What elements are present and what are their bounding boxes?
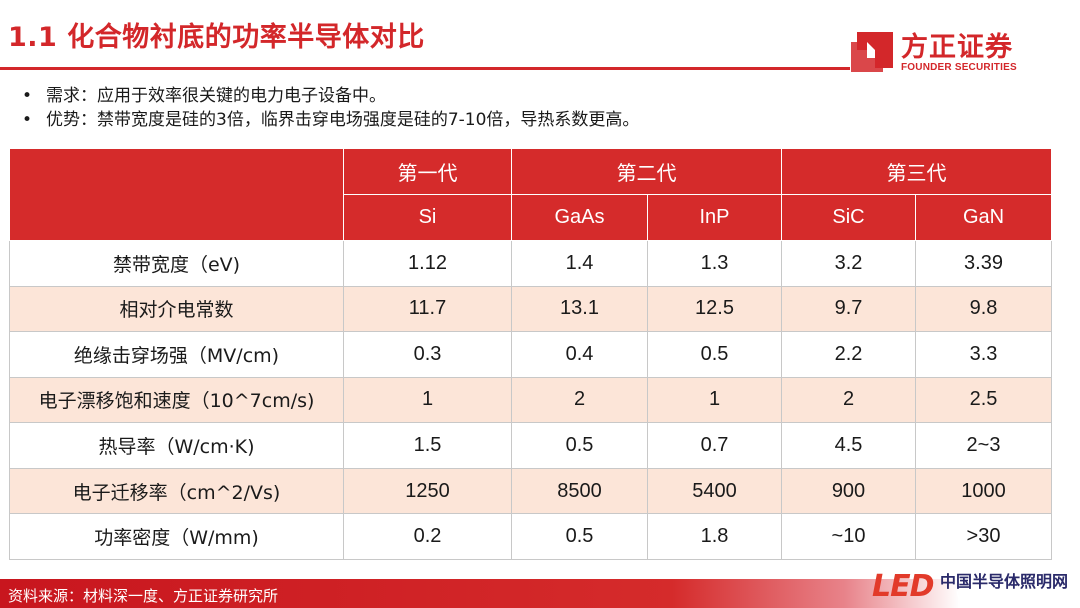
bullet-text: 优势：禁带宽度是硅的3倍，临界击穿电场强度是硅的7-10倍，导热系数更高。 bbox=[46, 110, 640, 130]
led-logo: LED bbox=[872, 569, 935, 604]
table-cell: 1250 bbox=[343, 467, 512, 515]
table-cell: >30 bbox=[915, 513, 1052, 560]
watermark: LED 中国半导体照明网 www.china-led.net bbox=[872, 567, 1080, 608]
bullet-text: 需求：应用于效率很关键的电力电子设备中。 bbox=[46, 86, 386, 106]
table-cell: 1.3 bbox=[647, 240, 782, 287]
generation-header-2: 第二代 bbox=[511, 148, 782, 195]
title-divider bbox=[0, 67, 850, 70]
watermark-site-name: 中国半导体照明网 bbox=[940, 572, 1069, 591]
material-header-inp: InP bbox=[647, 194, 782, 241]
table-cell: 0.4 bbox=[511, 331, 648, 378]
table-cell: 0.5 bbox=[647, 331, 782, 378]
bullet-item: • 需求：应用于效率很关键的电力电子设备中。 bbox=[22, 84, 639, 108]
page-title: 1.1 化合物衬底的功率半导体对比 bbox=[8, 22, 425, 53]
table-cell: 0.5 bbox=[511, 513, 648, 560]
founder-logo-icon bbox=[851, 32, 893, 72]
row-label: 相对介电常数 bbox=[9, 285, 344, 333]
table-cell: 1 bbox=[647, 376, 782, 424]
row-label: 热导率（W/cm·K) bbox=[9, 422, 344, 469]
table-row: 电子漂移饱和速度（10^7cm/s) 1 2 1 2 2.5 bbox=[9, 376, 1052, 424]
table-cell: 0.5 bbox=[511, 422, 648, 469]
material-header-gaas: GaAs bbox=[511, 194, 648, 241]
table-cell: 1.4 bbox=[511, 240, 648, 287]
table-cell: 11.7 bbox=[343, 285, 512, 333]
table-cell: 9.8 bbox=[915, 285, 1052, 333]
table-cell: 12.5 bbox=[647, 285, 782, 333]
source-note: 资料来源：材料深一度、方正证券研究所 bbox=[8, 587, 279, 605]
table-cell: 900 bbox=[781, 467, 916, 515]
table-cell: 8500 bbox=[511, 467, 648, 515]
generation-header-3: 第三代 bbox=[781, 148, 1052, 195]
table-row: 热导率（W/cm·K) 1.5 0.5 0.7 4.5 2~3 bbox=[9, 422, 1052, 469]
bullet-item: • 优势：禁带宽度是硅的3倍，临界击穿电场强度是硅的7-10倍，导热系数更高。 bbox=[22, 108, 639, 132]
table-cell: 0.7 bbox=[647, 422, 782, 469]
table-row: 相对介电常数 11.7 13.1 12.5 9.7 9.8 bbox=[9, 285, 1052, 333]
table-cell: 2~3 bbox=[915, 422, 1052, 469]
company-logo: 方正证券 FOUNDER SECURITIES bbox=[845, 24, 1045, 80]
table-cell: 0.2 bbox=[343, 513, 512, 560]
bullet-dot-icon: • bbox=[22, 110, 33, 130]
table-cell: 1.12 bbox=[343, 240, 512, 287]
bullet-dot-icon: • bbox=[22, 86, 33, 106]
generation-header-1: 第一代 bbox=[343, 148, 512, 195]
logo-name-en: FOUNDER SECURITIES bbox=[901, 62, 1017, 73]
table-row: 电子迁移率（cm^2/Vs) 1250 8500 5400 900 1000 bbox=[9, 467, 1052, 515]
table-corner-cell bbox=[9, 148, 344, 241]
table-cell: 13.1 bbox=[511, 285, 648, 333]
table-cell: 2 bbox=[781, 376, 916, 424]
table-cell: 3.39 bbox=[915, 240, 1052, 287]
table-cell: 2.2 bbox=[781, 331, 916, 378]
row-label: 禁带宽度（eV) bbox=[9, 240, 344, 287]
table-cell: 9.7 bbox=[781, 285, 916, 333]
table-cell: 4.5 bbox=[781, 422, 916, 469]
material-header-sic: SiC bbox=[781, 194, 916, 241]
table-row: 禁带宽度（eV) 1.12 1.4 1.3 3.2 3.39 bbox=[9, 240, 1052, 287]
footer-bar bbox=[0, 579, 960, 608]
row-label: 电子漂移饱和速度（10^7cm/s) bbox=[9, 376, 344, 424]
table-cell: 1.5 bbox=[343, 422, 512, 469]
table-cell: 3.2 bbox=[781, 240, 916, 287]
row-label: 电子迁移率（cm^2/Vs) bbox=[9, 467, 344, 515]
table-cell: 2 bbox=[511, 376, 648, 424]
semiconductor-comparison-table: 第一代 第二代 第三代 Si GaAs InP SiC GaN 禁带宽度（eV)… bbox=[9, 148, 1052, 560]
table-cell: 1 bbox=[343, 376, 512, 424]
material-header-gan: GaN bbox=[915, 194, 1052, 241]
table-row: 绝缘击穿场强（MV/cm) 0.3 0.4 0.5 2.2 3.3 bbox=[9, 331, 1052, 378]
bullet-list: • 需求：应用于效率很关键的电力电子设备中。 • 优势：禁带宽度是硅的3倍，临界击穿… bbox=[22, 84, 639, 132]
table-cell: 3.3 bbox=[915, 331, 1052, 378]
table-cell: 0.3 bbox=[343, 331, 512, 378]
table-row: 功率密度（W/mm) 0.2 0.5 1.8 ~10 >30 bbox=[9, 513, 1052, 560]
row-label: 绝缘击穿场强（MV/cm) bbox=[9, 331, 344, 378]
watermark-url: www.china-led.net bbox=[956, 588, 1077, 603]
table-cell: ~10 bbox=[781, 513, 916, 560]
table-cell: 2.5 bbox=[915, 376, 1052, 424]
table-cell: 1.8 bbox=[647, 513, 782, 560]
table-cell: 1000 bbox=[915, 467, 1052, 515]
material-header-si: Si bbox=[343, 194, 512, 241]
logo-name-cn: 方正证券 bbox=[901, 32, 1013, 63]
table-cell: 5400 bbox=[647, 467, 782, 515]
row-label: 功率密度（W/mm) bbox=[9, 513, 344, 560]
